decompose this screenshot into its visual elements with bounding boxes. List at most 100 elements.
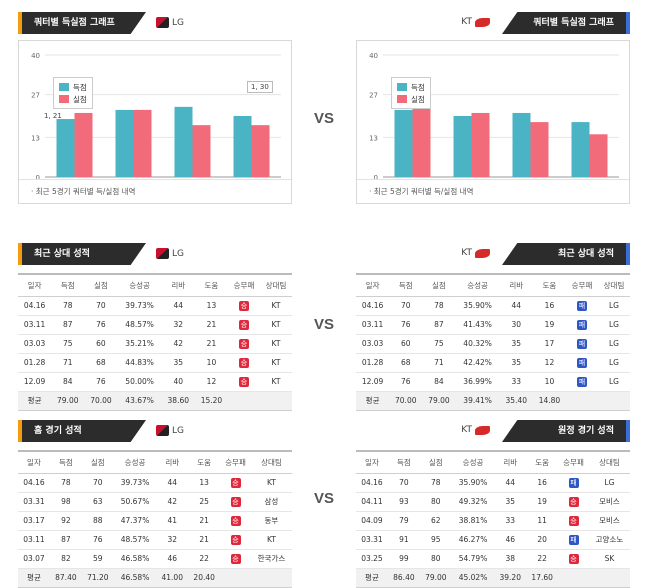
table-cell: 78 <box>419 473 452 493</box>
result-badge: 승 <box>239 376 250 387</box>
average-cell: 87.40 <box>49 568 82 588</box>
y-tick-label: 40 <box>31 52 40 60</box>
average-cell: 86.40 <box>387 568 420 588</box>
table-cell: 35 <box>499 334 533 354</box>
left-chart-title: 쿼터별 득실점 그래프 <box>18 12 146 34</box>
column-header: 상대팀 <box>250 450 292 474</box>
home-left-header: 홈 경기 성적 LG <box>18 420 292 442</box>
result-badge: 승 <box>230 496 241 507</box>
column-header: 도움 <box>526 450 559 474</box>
right-chart-note-text: 최근 5경기 쿼터별 득/실점 내역 <box>373 187 474 196</box>
legend-score-label: 득점 <box>411 82 425 92</box>
column-header: 승성공 <box>455 273 500 297</box>
table-cell: 78 <box>51 296 85 316</box>
recent-right-team: KT <box>461 248 490 258</box>
table-cell: 03.17 <box>18 511 50 531</box>
table-cell: KT <box>250 530 292 550</box>
table-cell: 35 <box>499 353 533 373</box>
concede-bar <box>74 112 93 177</box>
table-cell: 22 <box>526 549 559 569</box>
right-chart-team: KT <box>461 17 490 27</box>
table-cell: LG <box>598 315 630 335</box>
table-cell: 62 <box>419 511 452 531</box>
result-cell: 패 <box>566 334 598 354</box>
table-row: 03.03 75 60 35.21% 42 21 승 KT <box>18 334 292 354</box>
table-cell: 50.00% <box>117 372 162 392</box>
left-chart-team: LG <box>156 17 184 28</box>
kt-logo-icon <box>475 248 490 258</box>
table-cell: 80 <box>419 549 452 569</box>
table-row: 03.03 60 75 40.32% 35 17 패 LG <box>356 334 630 354</box>
result-badge: 패 <box>577 376 588 387</box>
legend-concede-label: 실점 <box>73 94 87 104</box>
table-cell: 95 <box>419 530 452 550</box>
table-cell: 35.21% <box>117 334 162 354</box>
lg-logo-icon <box>156 17 169 28</box>
y-tick-label: 13 <box>369 134 378 142</box>
result-badge: 승 <box>239 357 250 368</box>
column-header: 실점 <box>81 450 114 474</box>
column-header: 상대팀 <box>598 273 630 297</box>
result-cell: 승 <box>220 549 251 569</box>
table-cell: 11 <box>526 511 559 531</box>
table-cell: 32 <box>156 530 189 550</box>
concede-bar <box>192 125 211 177</box>
result-badge: 승 <box>230 515 241 526</box>
column-header: 득점 <box>51 273 85 297</box>
result-badge: 패 <box>577 300 588 311</box>
table-cell: 70 <box>81 473 114 493</box>
average-row: 평균 87.40 71.20 46.58% 41.00 20.40 <box>18 568 292 588</box>
table-cell: 44 <box>494 473 527 493</box>
left-bar-chart: 01327401Q2Q3Q4Q <box>31 52 281 181</box>
table-header-row: 일자 득점 실점 승성공 리바 도움 승무패 상대팀 <box>18 450 292 474</box>
left-chart-legend: 득점 실점 <box>53 77 93 109</box>
column-header: 일자 <box>356 450 388 474</box>
result-cell: 승 <box>220 530 251 550</box>
column-header: 상대팀 <box>260 273 292 297</box>
table-cell: 44 <box>161 296 195 316</box>
table-cell: 13 <box>188 473 221 493</box>
table-cell: 10 <box>532 372 567 392</box>
recent-right-title: 최근 상대 성적 <box>502 243 630 265</box>
table-cell: 한국가스 <box>250 549 292 569</box>
table-cell: 12 <box>194 372 229 392</box>
table-cell: SK <box>588 549 630 569</box>
result-badge: 승 <box>568 515 579 526</box>
table-cell: 03.03 <box>18 334 52 354</box>
table-cell: 12.09 <box>18 372 52 392</box>
column-header: 실점 <box>419 450 452 474</box>
team-name: LG <box>172 17 184 28</box>
average-cell <box>598 391 630 411</box>
table-cell: 30 <box>499 315 533 335</box>
table-row: 03.31 98 63 50.67% 42 25 승 삼성 <box>18 492 292 512</box>
table-cell: 44.83% <box>117 353 162 373</box>
table-cell: 44 <box>156 473 189 493</box>
away-right-title: 원정 경기 성적 <box>502 420 630 442</box>
result-cell: 패 <box>558 530 589 550</box>
column-header: 실점 <box>422 273 456 297</box>
table-cell: 모비스 <box>588 511 630 531</box>
vs-label-1: VS <box>314 110 335 127</box>
table-row: 04.11 93 80 49.32% 35 19 승 모비스 <box>356 492 630 512</box>
table-cell: 21 <box>188 530 221 550</box>
table-row: 03.11 87 76 48.57% 32 21 승 KT <box>18 315 292 335</box>
average-cell: 17.60 <box>526 568 559 588</box>
away-right-team: KT <box>461 425 490 435</box>
right-chart-panel: 쿼터별 득실점 그래프 KT 01327401Q2Q3Q4Q 득점 실점 · 최… <box>356 12 630 204</box>
column-header: 승무패 <box>566 273 598 297</box>
table-cell: KT <box>260 353 292 373</box>
average-cell: 45.02% <box>451 568 495 588</box>
table-cell: 42 <box>156 492 189 512</box>
concede-bar <box>251 125 270 177</box>
recent-left-panel: 최근 상대 성적 LG 일자 득점 실점 승성공 리바 도움 승무패 상대팀 04.16 78 70… <box>18 243 292 411</box>
average-cell <box>260 391 292 411</box>
table-cell: 19 <box>526 492 559 512</box>
table-cell: 03.31 <box>18 492 50 512</box>
table-cell: 76 <box>389 315 423 335</box>
concede-bar <box>471 112 490 177</box>
table-row: 03.11 87 76 48.57% 32 21 승 KT <box>18 530 292 550</box>
kt-logo-icon <box>475 425 490 435</box>
team-name: KT <box>461 248 472 258</box>
table-cell: 04.16 <box>18 296 52 316</box>
result-cell: 승 <box>558 492 589 512</box>
